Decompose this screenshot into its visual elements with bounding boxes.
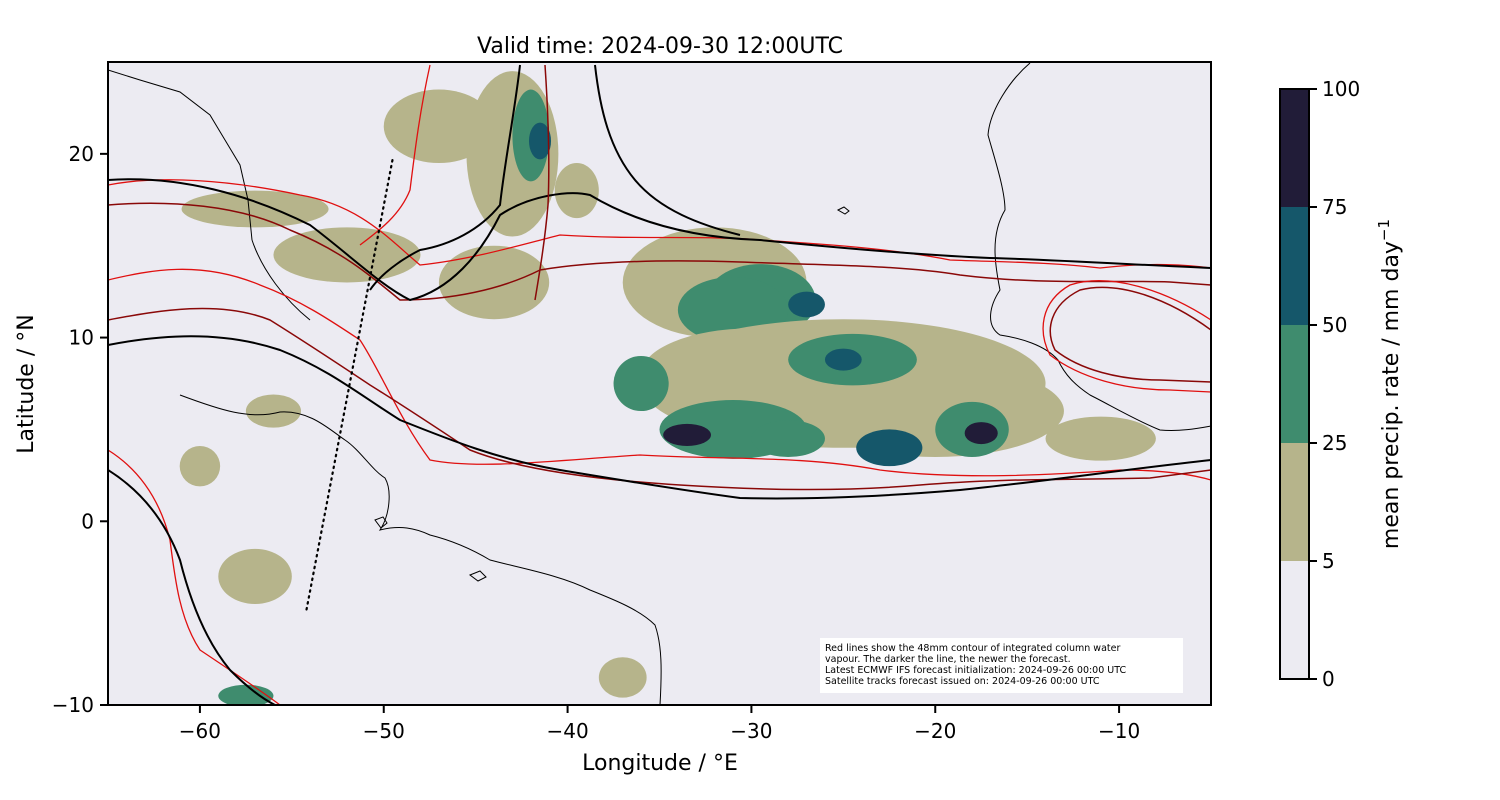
y-tick-label-2: 10 xyxy=(69,326,94,350)
precip-blob-28 xyxy=(598,657,647,698)
note-line-3: Latest ECMWF IFS forecast initialization… xyxy=(825,665,1126,676)
iwv-contour-mid-4 xyxy=(1049,286,1211,383)
annotation-box: Red lines show the 48mm contour of integ… xyxy=(820,638,1183,693)
colorbar-frame xyxy=(1279,88,1310,680)
colorbar-tick-label-4: 75 xyxy=(1322,195,1347,219)
precip-blob-10 xyxy=(824,348,862,371)
iwv-contour-mid-2 xyxy=(108,307,1211,491)
annotation-background xyxy=(820,638,1183,693)
x-tick-label-1: −50 xyxy=(363,719,405,743)
x-tick-label-4: −20 xyxy=(914,719,956,743)
coastline-caribbean-arc xyxy=(251,239,311,321)
precip-blob-14 xyxy=(751,420,825,457)
colorbar-segment-1 xyxy=(1280,443,1309,561)
coastline-north-america xyxy=(108,69,253,241)
colorbar-label-sup: −1 xyxy=(1375,219,1393,241)
coastline-south-america xyxy=(179,394,662,705)
y-tick-label-1: 0 xyxy=(81,509,94,533)
precip-blob-3 xyxy=(788,291,825,318)
iwv-contour-older-2 xyxy=(108,268,1211,481)
plot-area xyxy=(107,61,1212,706)
precip-blob-25 xyxy=(179,445,221,487)
note-line-4: Satellite tracks forecast issued on: 202… xyxy=(825,676,1100,687)
colorbar-segment-2 xyxy=(1280,325,1309,443)
colorbar-tick-label-5: 100 xyxy=(1322,77,1360,101)
colorbar-segment-3 xyxy=(1280,207,1309,325)
iwv-contour-older-3 xyxy=(359,64,431,246)
iwv-contour-older-4 xyxy=(108,449,281,705)
iwv-contour-newest-5 xyxy=(108,469,276,705)
y-tick-label-0: −10 xyxy=(52,693,94,717)
precip-blob-24 xyxy=(245,394,302,428)
iwv-contour-older-5 xyxy=(1042,280,1211,393)
iwv-contour-newest-3 xyxy=(369,64,521,291)
plot-frame xyxy=(107,61,1212,706)
precip-blob-21 xyxy=(438,245,550,320)
precip-blob-13 xyxy=(964,422,998,445)
x-tick-label-5: −10 xyxy=(1098,719,1140,743)
coastline-island-small-2 xyxy=(374,516,388,529)
chart-title: Valid time: 2024-09-30 12:00UTC xyxy=(477,34,843,59)
iwv-contours xyxy=(108,64,1211,705)
precip-blob-29 xyxy=(554,163,599,219)
precip-blob-16 xyxy=(1045,416,1156,461)
precip-blob-26 xyxy=(218,548,292,604)
x-tick-label-3: −30 xyxy=(730,719,772,743)
colorbar-tick-label-0: 0 xyxy=(1322,667,1335,691)
colorbar-tick-label-2: 25 xyxy=(1322,431,1347,455)
colorbar-label: mean precip. rate / mm day−1 xyxy=(1375,219,1404,549)
iwv-contour-mid-1 xyxy=(108,202,1211,301)
x-axis: −60 −50 −40 −30 −20 −10 xyxy=(179,705,1140,743)
precip-blob-27 xyxy=(218,684,274,705)
coastline-island-small xyxy=(836,206,850,215)
iwv-contour-newest-1 xyxy=(108,178,1211,302)
y-axis: −10 0 10 20 xyxy=(52,142,108,717)
x-tick-label-0: −60 xyxy=(179,719,221,743)
note-line-1: Red lines show the 48mm contour of integ… xyxy=(825,643,1120,654)
y-tick-label-3: 20 xyxy=(69,142,94,166)
satellite-track xyxy=(305,156,395,611)
precip-blob-23 xyxy=(181,190,329,228)
colorbar-label-text: mean precip. rate / mm day xyxy=(1379,241,1404,549)
precip-blob-20 xyxy=(383,89,495,164)
precip-blob-8 xyxy=(663,423,711,446)
coastlines xyxy=(108,62,1211,705)
iwv-contour-mid-3 xyxy=(534,64,550,301)
precip-blob-19 xyxy=(528,122,552,160)
precipitation-field xyxy=(179,71,1156,705)
x-tick-label-2: −40 xyxy=(546,719,588,743)
note-line-2: vapour. The darker the line, the newer t… xyxy=(825,654,1071,665)
colorbar-tick-label-3: 50 xyxy=(1322,313,1347,337)
colorbar-segment-0 xyxy=(1280,561,1309,679)
coastline-island-small-3 xyxy=(468,570,487,582)
iwv-contour-newest-2 xyxy=(108,335,1211,500)
precip-blob-15 xyxy=(613,355,669,412)
iwv-contour-newest-4 xyxy=(594,64,741,236)
y-axis-label: Latitude / °N xyxy=(14,314,39,453)
colorbar: 0 5 25 50 75 100 xyxy=(1279,77,1360,691)
precip-blob-11 xyxy=(856,429,923,467)
colorbar-segment-4 xyxy=(1280,89,1309,207)
x-axis-label: Longitude / °E xyxy=(582,751,738,776)
colorbar-tick-label-1: 5 xyxy=(1322,549,1335,573)
coastline-africa xyxy=(987,62,1211,431)
iwv-contour-older-1 xyxy=(108,179,1211,269)
